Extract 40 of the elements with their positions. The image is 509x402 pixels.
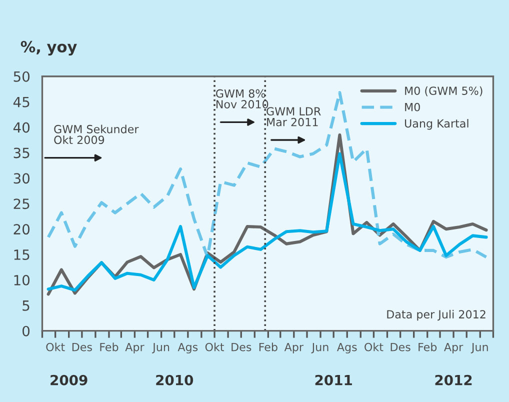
- x-tick-label: Apr: [444, 342, 464, 354]
- x-tick-label: Feb: [259, 342, 278, 352]
- chart-title: %, yoy: [20, 40, 77, 56]
- x-tick-label: Feb: [100, 342, 118, 352]
- x-tick-label: Des: [390, 342, 410, 352]
- y-tick-label: 5: [22, 300, 30, 311]
- x-tick-label: Okt: [46, 342, 65, 352]
- legend-label: Uang Kartal: [404, 119, 468, 130]
- y-tick-label: 35: [14, 148, 30, 158]
- y-tick-label: 50: [14, 71, 30, 82]
- annotation: Data per Juli 2012: [387, 310, 486, 321]
- y-tick-label: 45: [13, 96, 30, 108]
- y-tick-label: 0: [22, 326, 30, 336]
- x-tick-label: Des: [72, 342, 92, 352]
- y-tick-label: 10: [14, 274, 30, 286]
- x-tick-label: Okt: [364, 342, 384, 352]
- x-tick-label: Ags: [336, 342, 357, 354]
- legend-label: M0: [405, 102, 420, 112]
- y-tick-label: 20: [14, 224, 30, 235]
- x-tick-label: Jun: [311, 342, 328, 354]
- x-tick-label: Ags: [178, 342, 198, 354]
- x-tick-label: Apr: [284, 342, 304, 354]
- x2-tick-label: 2011: [315, 374, 352, 386]
- x-tick-label: Okt: [205, 342, 224, 352]
- x2-tick-label: 2012: [435, 374, 472, 386]
- x2-tick-label: 2010: [156, 374, 194, 386]
- x2-tick-label: 2009: [50, 374, 88, 386]
- ref-line-label: GWM LDR Mar 2011: [266, 107, 321, 126]
- x-tick-label: Des: [232, 342, 252, 352]
- y-tick-label: 40: [13, 122, 30, 133]
- y-tick-label: 15: [14, 250, 30, 260]
- x-tick-label: Jun: [152, 342, 170, 354]
- x-tick-label: Jun: [470, 342, 488, 354]
- legend-label: M0 (GWM 5%): [405, 86, 482, 96]
- y-tick-label: 30: [14, 173, 30, 184]
- annotation: GWM Sekunder Okt 2009: [54, 124, 139, 144]
- x-tick-label: Feb: [418, 342, 437, 352]
- y-tick-label: 25: [14, 198, 30, 210]
- ref-line-label: GWM 8% Nov 2010: [216, 89, 268, 108]
- x-tick-label: Apr: [125, 342, 144, 354]
